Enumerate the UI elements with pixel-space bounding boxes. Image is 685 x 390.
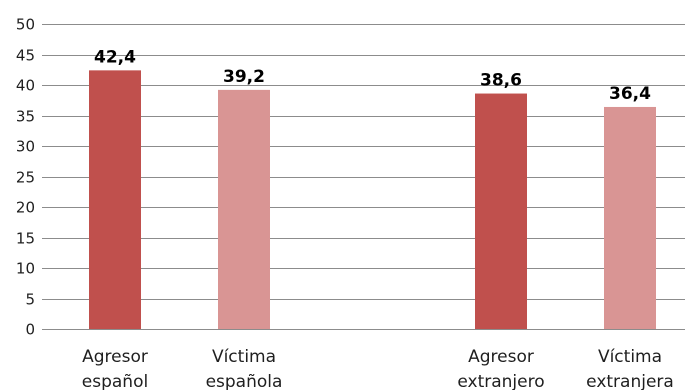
y-tick-label: 45 bbox=[16, 47, 35, 65]
bar bbox=[604, 106, 656, 330]
data-label: 39,2 bbox=[223, 67, 265, 87]
category-label: española bbox=[206, 372, 283, 390]
bars bbox=[89, 70, 656, 330]
bar bbox=[89, 70, 141, 330]
y-tick-label: 5 bbox=[25, 291, 35, 309]
category-label: español bbox=[82, 372, 148, 390]
data-label: 38,6 bbox=[480, 71, 522, 91]
y-tick-label: 30 bbox=[16, 138, 35, 156]
category-label: Víctima bbox=[598, 347, 662, 367]
category-label: extranjero bbox=[457, 372, 544, 390]
bar bbox=[218, 89, 270, 329]
category-label: Agresor bbox=[468, 347, 534, 367]
bar bbox=[475, 93, 527, 329]
y-tick-label: 25 bbox=[16, 169, 35, 187]
y-tick-label: 10 bbox=[16, 260, 35, 278]
category-labels: Agresor español Víctima española Agresor extr… bbox=[82, 347, 674, 390]
y-tick-label: 15 bbox=[16, 230, 35, 248]
data-label: 36,4 bbox=[609, 84, 651, 104]
y-tick-label: 50 bbox=[16, 16, 35, 34]
category-label: Víctima bbox=[212, 347, 276, 367]
gridlines bbox=[42, 24, 685, 330]
data-labels: 42,4 39,2 38,6 36,4 bbox=[94, 47, 651, 104]
y-tick-label: 35 bbox=[16, 108, 35, 126]
y-tick-label: 40 bbox=[16, 77, 35, 95]
y-tick-label: 0 bbox=[25, 321, 35, 339]
data-label: 42,4 bbox=[94, 47, 136, 67]
y-tick-label: 20 bbox=[16, 199, 35, 217]
category-label: Agresor bbox=[82, 347, 148, 367]
category-label: extranjera bbox=[586, 372, 674, 390]
y-axis-ticks: 0 5 10 15 20 25 30 35 40 45 50 bbox=[16, 16, 35, 339]
